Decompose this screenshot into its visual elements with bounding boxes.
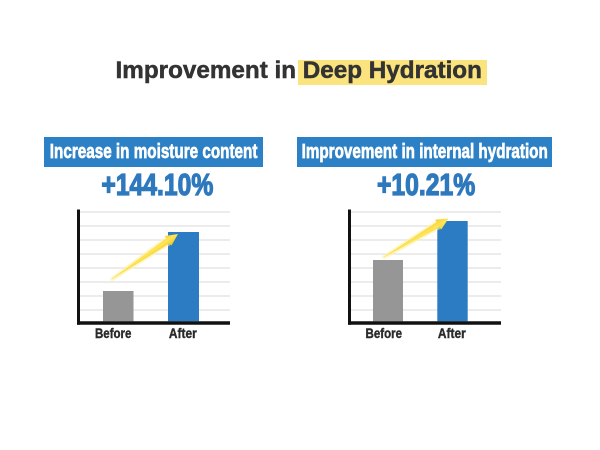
- svg-text:Before: Before: [366, 326, 403, 341]
- svg-text:After: After: [438, 326, 466, 341]
- svg-text:After: After: [169, 326, 197, 341]
- svg-text:Before: Before: [95, 326, 132, 341]
